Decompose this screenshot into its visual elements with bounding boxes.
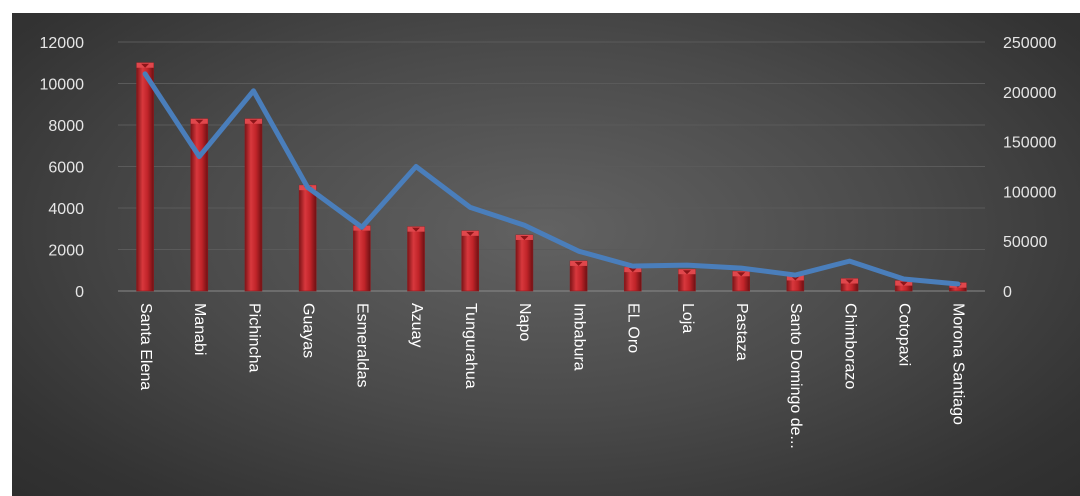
bar: [461, 230, 480, 292]
left-tick-label: 6000: [48, 160, 84, 177]
left-axis: 0 2000 4000 6000 8000 10000 12000: [40, 35, 85, 301]
bar: [298, 184, 317, 292]
left-tick-label: 0: [75, 284, 84, 301]
bar-cap-mark: [899, 281, 908, 286]
bar-cap-mark: [682, 270, 691, 275]
category-label: Pichincha: [245, 303, 262, 372]
bar-body: [244, 118, 263, 292]
left-tick-label: 10000: [40, 77, 85, 94]
bar: [190, 118, 209, 292]
right-axis: 0 50000 100000 150000 200000 250000: [1003, 35, 1056, 301]
bar: [244, 118, 263, 292]
bar-body: [136, 62, 154, 292]
left-tick-label: 4000: [48, 201, 84, 218]
chart-area: [12, 13, 1080, 496]
category-label: Napo: [516, 303, 533, 341]
category-label: Santo Domingo de...: [787, 303, 804, 449]
category-label: EL Oro: [625, 303, 642, 353]
bar-cap-mark: [628, 268, 637, 273]
category-label: Chimborazo: [841, 303, 858, 389]
bar: [353, 225, 371, 292]
left-tick-label: 8000: [48, 118, 84, 135]
bar-cap-mark: [574, 261, 583, 266]
category-label: Manabi: [191, 303, 208, 355]
bar: [136, 62, 154, 292]
bar: [569, 260, 588, 292]
right-tick-label: 50000: [1003, 234, 1048, 251]
category-label: Cotopaxi: [895, 303, 912, 366]
bar-cap-mark: [791, 276, 800, 281]
category-axis: Santa Elena Manabi Pichincha Guayas Esmerald…: [137, 303, 967, 449]
bar: [623, 266, 642, 292]
category-label: Pastaza: [733, 303, 750, 361]
category-label: Esmeraldas: [354, 303, 371, 387]
category-label: Loja: [679, 303, 696, 333]
left-tick-label: 12000: [40, 35, 85, 52]
right-tick-label: 100000: [1003, 184, 1056, 201]
category-label: Morona Santiago: [950, 303, 967, 425]
category-label: Guayas: [299, 303, 316, 358]
category-label: Tungurahua: [462, 303, 479, 389]
bar-cap-mark: [466, 231, 475, 236]
bar-cap-mark: [412, 227, 421, 232]
category-label: Imbabura: [570, 303, 587, 371]
bar-body: [353, 225, 371, 292]
bar-body: [515, 234, 534, 292]
bar-cap-mark: [249, 119, 258, 124]
category-label: Santa Elena: [137, 303, 154, 390]
bar: [732, 270, 750, 292]
right-tick-label: 150000: [1003, 135, 1056, 152]
line-series-path: [142, 71, 961, 287]
bar-body: [298, 184, 317, 292]
bar-body: [407, 226, 425, 292]
bar: [407, 226, 425, 292]
bar: [894, 280, 913, 292]
right-tick-label: 200000: [1003, 85, 1056, 102]
category-label: Azuay: [408, 303, 425, 347]
right-tick-label: 250000: [1003, 35, 1056, 52]
bar-cap-mark: [520, 235, 529, 240]
bar-cap-mark: [141, 63, 150, 68]
line-series: [142, 71, 961, 287]
gridlines: [118, 41, 985, 292]
bar-cap-mark: [195, 119, 204, 124]
left-tick-label: 2000: [48, 243, 84, 260]
bar: [840, 278, 859, 292]
bar-series: [136, 62, 967, 292]
bar-cap-mark: [845, 279, 854, 284]
bar-cap-mark: [737, 272, 746, 277]
right-tick-label: 0: [1003, 284, 1012, 301]
bar: [678, 268, 696, 292]
bar-body: [461, 230, 480, 292]
bar: [515, 234, 534, 292]
bar: [786, 275, 805, 292]
